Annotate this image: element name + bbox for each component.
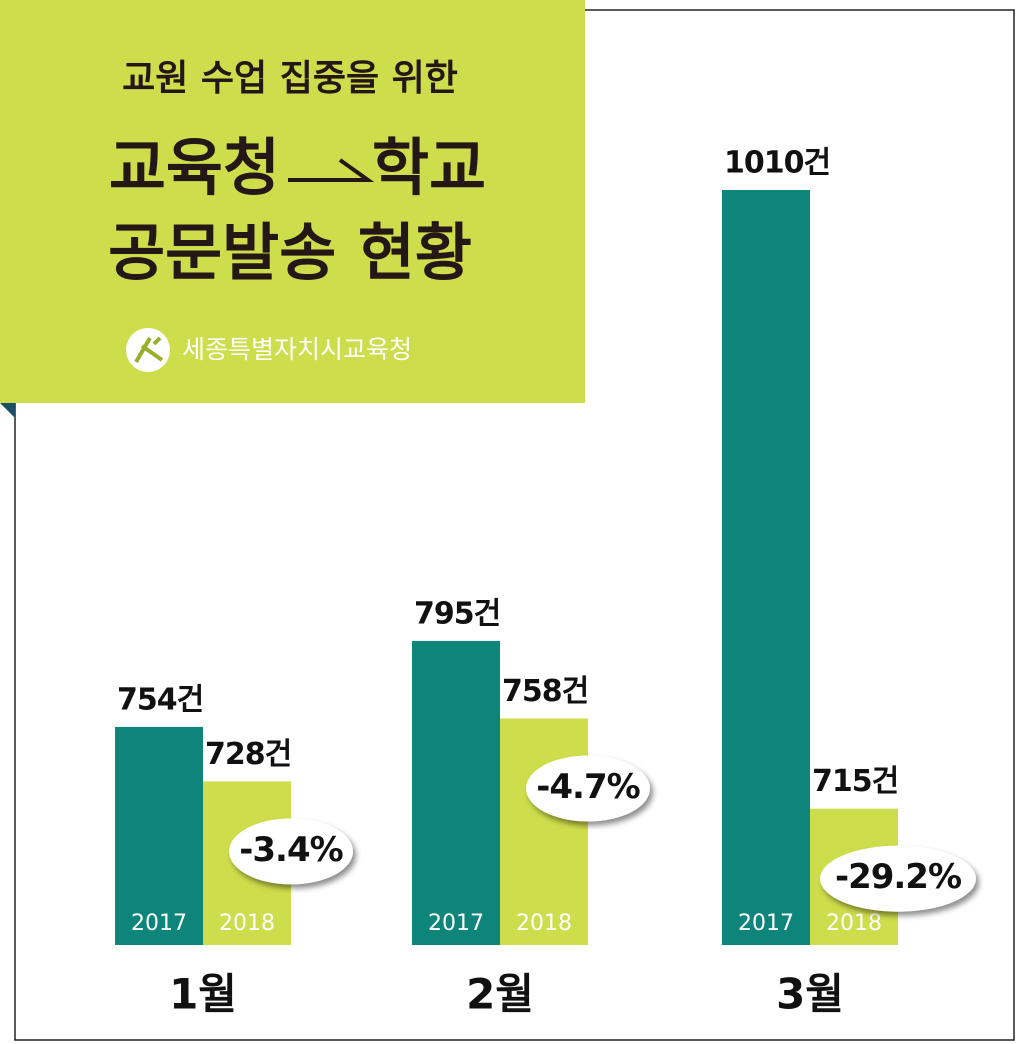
- change-badge: [820, 845, 976, 912]
- series-label: 2017: [428, 911, 484, 936]
- title-line: 공문발송 현황: [108, 216, 472, 289]
- series-label: 2017: [738, 911, 794, 936]
- title-line: 교원 수업 집중을 위한: [122, 58, 458, 99]
- value-label: 758건: [502, 674, 588, 709]
- title-line: 교육청: [109, 131, 280, 204]
- logo-mark: [134, 336, 164, 364]
- change-label: -29.2%: [835, 857, 961, 897]
- fold: [0, 403, 15, 418]
- change-badge: [229, 818, 353, 885]
- series-label: 2017: [131, 911, 187, 936]
- series-label: 2018: [516, 911, 572, 936]
- value-label: 754건: [117, 682, 203, 717]
- value-label: 795건: [414, 596, 500, 631]
- bar: [500, 718, 588, 945]
- value-label: 728건: [205, 737, 291, 772]
- category-label: 3월: [776, 970, 844, 1019]
- change-badge: [526, 755, 650, 822]
- title-line: 학교: [372, 131, 486, 204]
- source: 세종특별자치시교육청: [182, 335, 412, 364]
- title-panel: [0, 0, 585, 403]
- value-label: 715건: [812, 764, 898, 799]
- change-label: -3.4%: [239, 830, 342, 870]
- arrow: [288, 158, 375, 182]
- bar: [115, 726, 203, 945]
- category-label: 1월: [169, 970, 237, 1019]
- series-label: 2018: [826, 911, 882, 936]
- change-label: -4.7%: [536, 767, 639, 807]
- bar: [722, 189, 810, 946]
- bar: [412, 640, 500, 945]
- category-label: 2월: [466, 970, 534, 1019]
- series-label: 2018: [219, 911, 275, 936]
- value-label: 1010건: [724, 145, 830, 180]
